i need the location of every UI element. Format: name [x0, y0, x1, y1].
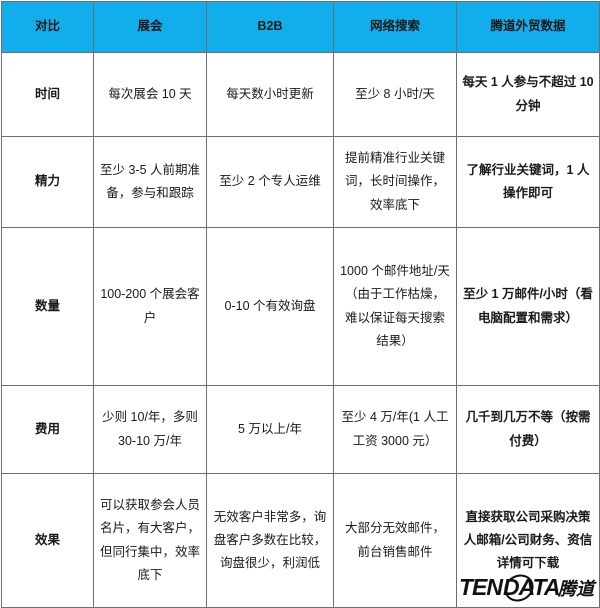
header-cell-tendata: 腾道外贸数据	[456, 1, 600, 53]
cell-effect-b2b: 无效客户非常多，询盘客户多数在比较，询盘很少，利润低	[206, 473, 334, 608]
cell-energy-b2b: 至少 2 个专人运维	[206, 136, 334, 228]
cell-time-exhibition: 每次展会 10 天	[93, 52, 207, 137]
row-label-effect: 效果	[1, 473, 94, 608]
svg-text:DATA: DATA	[503, 574, 559, 600]
table-row: 效果 可以获取参会人员名片，有大客户，但同行集中，效率底下 无效客户非常多，询盘…	[1, 473, 600, 608]
cell-time-web-search: 至少 8 小时/天	[333, 52, 457, 137]
cell-effect-web-search: 大部分无效邮件，前台销售邮件	[333, 473, 457, 608]
cell-cost-b2b: 5 万以上/年	[206, 385, 334, 474]
table-row: 精力 至少 3-5 人前期准备，参与和跟踪 至少 2 个专人运维 提前精准行业关…	[1, 136, 600, 228]
cell-effect-exhibition: 可以获取参会人员名片，有大客户，但同行集中，效率底下	[93, 473, 207, 608]
table-row: 费用 少则 10/年，多则 30-10 万/年 5 万以上/年 至少 4 万/年…	[1, 385, 600, 474]
cell-effect-tendata: 直接获取公司采购决策人邮箱/公司财务、资信详情可下载 TEN DATA 腾道	[456, 473, 600, 608]
cell-cost-tendata: 几千到几万不等（按需付费）	[456, 385, 600, 474]
header-cell-web-search: 网络搜索	[333, 1, 457, 53]
cell-cost-web-search: 至少 4 万/年(1 人工工资 3000 元）	[333, 385, 457, 474]
row-label-time: 时间	[1, 52, 94, 137]
row-label-energy: 精力	[1, 136, 94, 228]
cell-energy-web-search: 提前精准行业关键词，长时间操作，效率底下	[333, 136, 457, 228]
row-label-cost: 费用	[1, 385, 94, 474]
cell-quantity-tendata: 至少 1 万邮件/小时（看电脑配置和需求）	[456, 227, 600, 386]
cell-time-tendata: 每天 1 人参与不超过 10 分钟	[456, 52, 600, 137]
cell-cost-exhibition: 少则 10/年，多则 30-10 万/年	[93, 385, 207, 474]
svg-text:TEN: TEN	[459, 574, 503, 600]
header-cell-compare: 对比	[1, 1, 94, 53]
cell-time-b2b: 每天数小时更新	[206, 52, 334, 137]
table-header-row: 对比 展会 B2B 网络搜索 腾道外贸数据	[1, 1, 600, 53]
header-cell-exhibition: 展会	[93, 1, 207, 53]
cell-quantity-exhibition: 100-200 个展会客户	[93, 227, 207, 386]
svg-text:腾道: 腾道	[557, 579, 597, 600]
cell-quantity-web-search: 1000 个邮件地址/天（由于工作枯燥，难以保证每天搜索结果）	[333, 227, 457, 386]
tendata-logo-icon: TEN DATA 腾道	[459, 571, 597, 605]
table-row: 数量 100-200 个展会客户 0-10 个有效询盘 1000 个邮件地址/天…	[1, 227, 600, 386]
cell-effect-tendata-text: 直接获取公司采购决策人邮箱/公司财务、资信详情可下载	[463, 509, 593, 571]
header-cell-b2b: B2B	[206, 1, 334, 53]
row-label-quantity: 数量	[1, 227, 94, 386]
cell-quantity-b2b: 0-10 个有效询盘	[206, 227, 334, 386]
cell-energy-exhibition: 至少 3-5 人前期准备，参与和跟踪	[93, 136, 207, 228]
table-row: 时间 每次展会 10 天 每天数小时更新 至少 8 小时/天 每天 1 人参与不…	[1, 52, 600, 137]
cell-energy-tendata: 了解行业关键词，1 人操作即可	[456, 136, 600, 228]
